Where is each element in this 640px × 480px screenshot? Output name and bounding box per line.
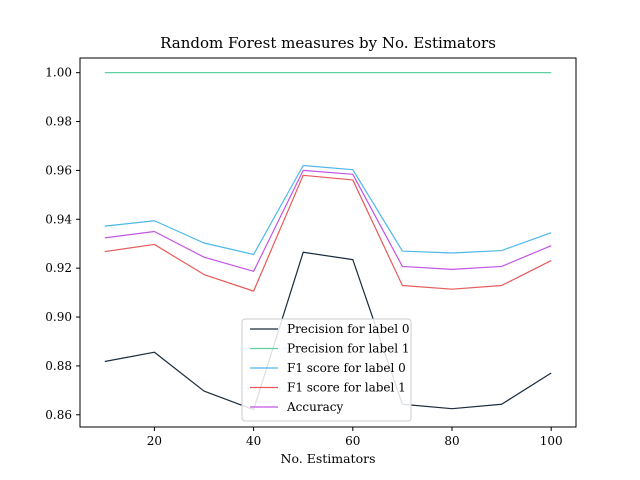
series-line-4 — [104, 174, 552, 292]
y-tick-label: 0.86 — [45, 408, 72, 422]
chart-title: Random Forest measures by No. Estimators — [160, 34, 496, 52]
legend-label: F1 score for label 0 — [287, 361, 406, 375]
series-line-5 — [104, 169, 552, 272]
y-tick-label: 0.98 — [45, 115, 72, 129]
legend: Precision for label 0 Precision for label… — [241, 318, 412, 422]
legend-label: Accuracy — [286, 400, 343, 414]
y-tick-label: 1.00 — [45, 66, 72, 80]
legend-box — [241, 318, 412, 422]
x-axis-label: No. Estimators — [281, 451, 376, 466]
legend-label: F1 score for label 1 — [287, 381, 406, 395]
legend-label: Precision for label 0 — [287, 322, 410, 336]
x-tick-label: 60 — [345, 434, 360, 448]
series-layer — [104, 72, 552, 411]
y-tick-label: 0.94 — [45, 212, 72, 226]
legend-label: Precision for label 1 — [287, 342, 410, 356]
x-axis: 20 40 60 80 100 — [147, 427, 563, 448]
series-line-3 — [104, 164, 552, 256]
y-axis: 0.86 0.88 0.90 0.92 0.94 0.96 0.98 1.00 — [45, 66, 80, 422]
y-tick-label: 0.90 — [45, 310, 72, 324]
x-tick-label: 80 — [444, 434, 459, 448]
x-tick-label: 100 — [540, 434, 563, 448]
x-tick-label: 40 — [246, 434, 261, 448]
y-tick-label: 0.96 — [45, 163, 72, 177]
y-tick-label: 0.88 — [45, 359, 72, 373]
plot-frame — [79, 57, 577, 428]
x-tick-label: 20 — [147, 434, 162, 448]
series-line-1 — [104, 251, 552, 411]
y-tick-label: 0.92 — [45, 261, 72, 275]
